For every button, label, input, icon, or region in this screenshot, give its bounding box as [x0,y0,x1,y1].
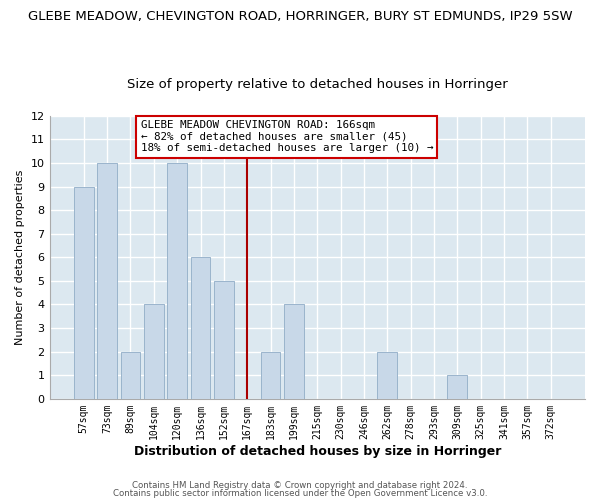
X-axis label: Distribution of detached houses by size in Horringer: Distribution of detached houses by size … [134,444,501,458]
Bar [191,258,211,399]
Bar [74,186,94,399]
Title: Size of property relative to detached houses in Horringer: Size of property relative to detached ho… [127,78,508,91]
Bar [377,352,397,399]
Text: GLEBE MEADOW, CHEVINGTON ROAD, HORRINGER, BURY ST EDMUNDS, IP29 5SW: GLEBE MEADOW, CHEVINGTON ROAD, HORRINGER… [28,10,572,23]
Bar [448,375,467,399]
Bar [97,163,117,399]
Bar [260,352,280,399]
Text: Contains HM Land Registry data © Crown copyright and database right 2024.: Contains HM Land Registry data © Crown c… [132,481,468,490]
Bar [284,304,304,399]
Text: Contains public sector information licensed under the Open Government Licence v3: Contains public sector information licen… [113,488,487,498]
Bar [121,352,140,399]
Bar [144,304,164,399]
Y-axis label: Number of detached properties: Number of detached properties [15,170,25,345]
Text: GLEBE MEADOW CHEVINGTON ROAD: 166sqm
← 82% of detached houses are smaller (45)
1: GLEBE MEADOW CHEVINGTON ROAD: 166sqm ← 8… [140,120,433,153]
Bar [214,281,234,399]
Bar [167,163,187,399]
